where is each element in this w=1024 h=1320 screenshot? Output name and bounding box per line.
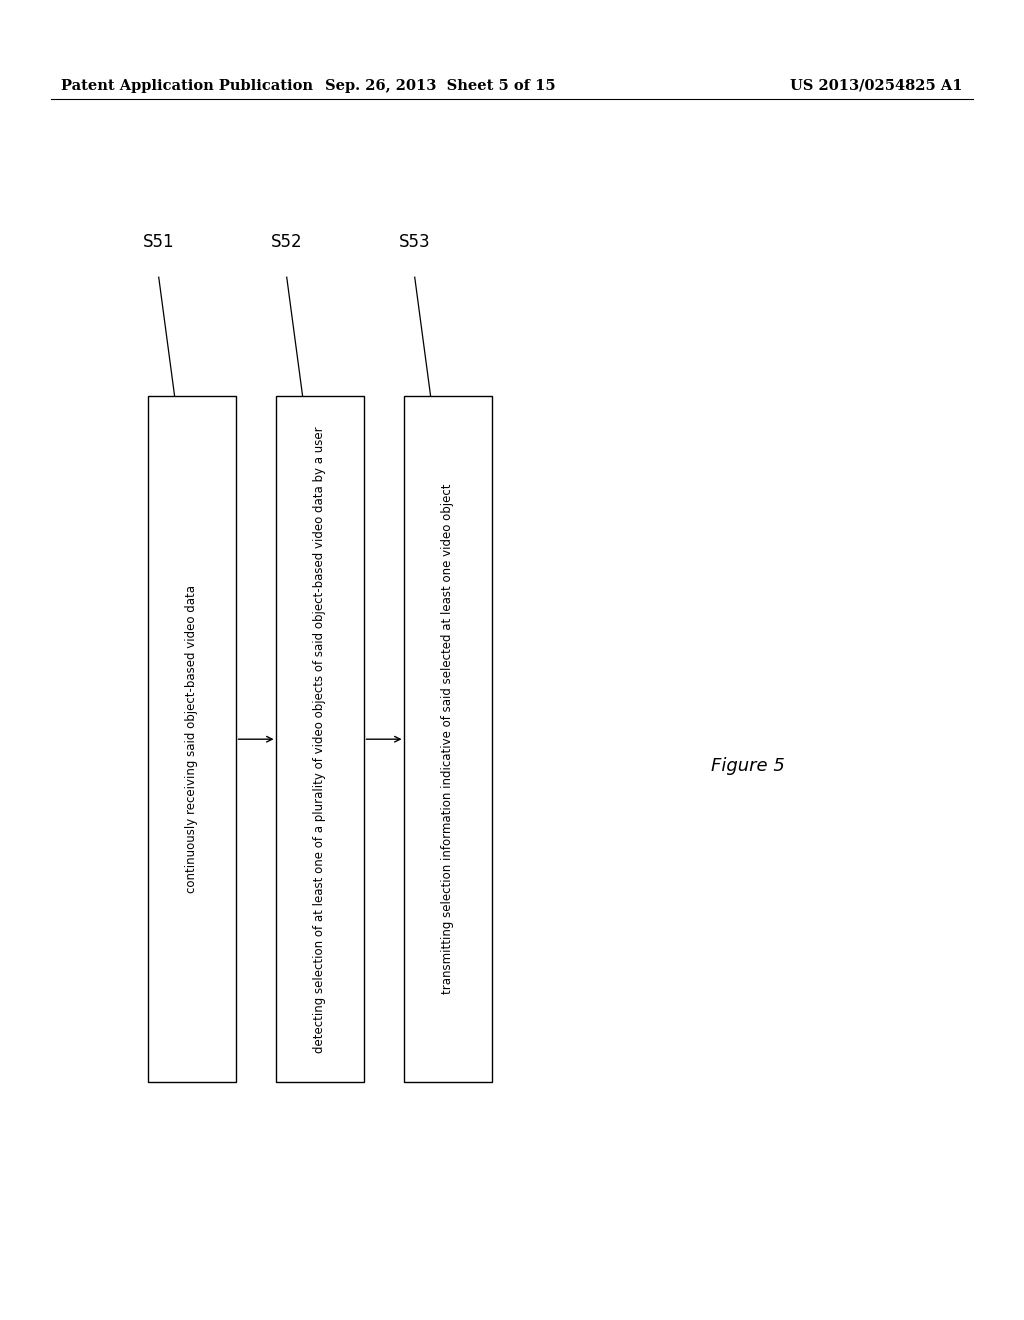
Text: Patent Application Publication: Patent Application Publication — [61, 79, 313, 92]
Text: US 2013/0254825 A1: US 2013/0254825 A1 — [791, 79, 963, 92]
Bar — [404, 396, 492, 1082]
Text: Sep. 26, 2013  Sheet 5 of 15: Sep. 26, 2013 Sheet 5 of 15 — [325, 79, 556, 92]
Text: detecting selection of at least one of a plurality of video objects of said obje: detecting selection of at least one of a… — [313, 426, 327, 1052]
Text: S53: S53 — [399, 232, 431, 251]
Bar — [276, 396, 364, 1082]
Text: Figure 5: Figure 5 — [711, 756, 784, 775]
Bar — [148, 396, 236, 1082]
Text: transmitting selection information indicative of said selected at least one vide: transmitting selection information indic… — [441, 484, 455, 994]
Text: S51: S51 — [143, 232, 175, 251]
Text: S52: S52 — [271, 232, 303, 251]
Text: continuously receiving said object-based video data: continuously receiving said object-based… — [185, 585, 199, 894]
